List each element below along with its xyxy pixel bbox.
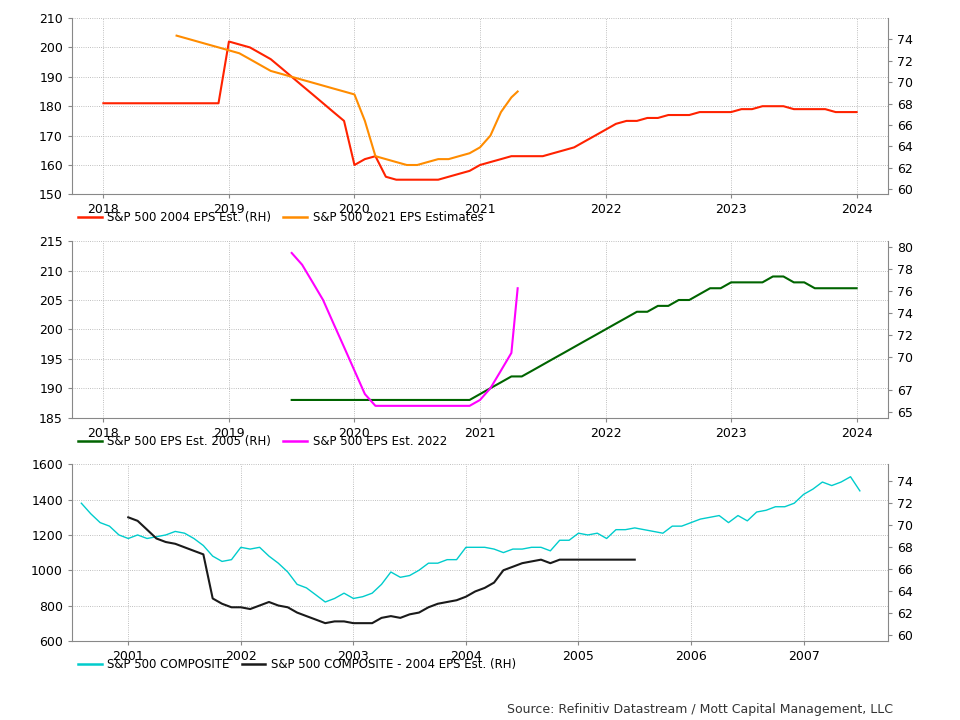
Legend: S&P 500 EPS Est. 2005 (RH), S&P 500 EPS Est. 2022: S&P 500 EPS Est. 2005 (RH), S&P 500 EPS … [78, 435, 446, 448]
Legend: S&P 500 2004 EPS Est. (RH), S&P 500 2021 EPS Estimates: S&P 500 2004 EPS Est. (RH), S&P 500 2021… [78, 212, 484, 225]
Text: Source: Refinitiv Datastream / Mott Capital Management, LLC: Source: Refinitiv Datastream / Mott Capi… [507, 703, 893, 716]
Legend: S&P 500 COMPOSITE, S&P 500 COMPOSITE - 2004 EPS Est. (RH): S&P 500 COMPOSITE, S&P 500 COMPOSITE - 2… [78, 658, 516, 671]
